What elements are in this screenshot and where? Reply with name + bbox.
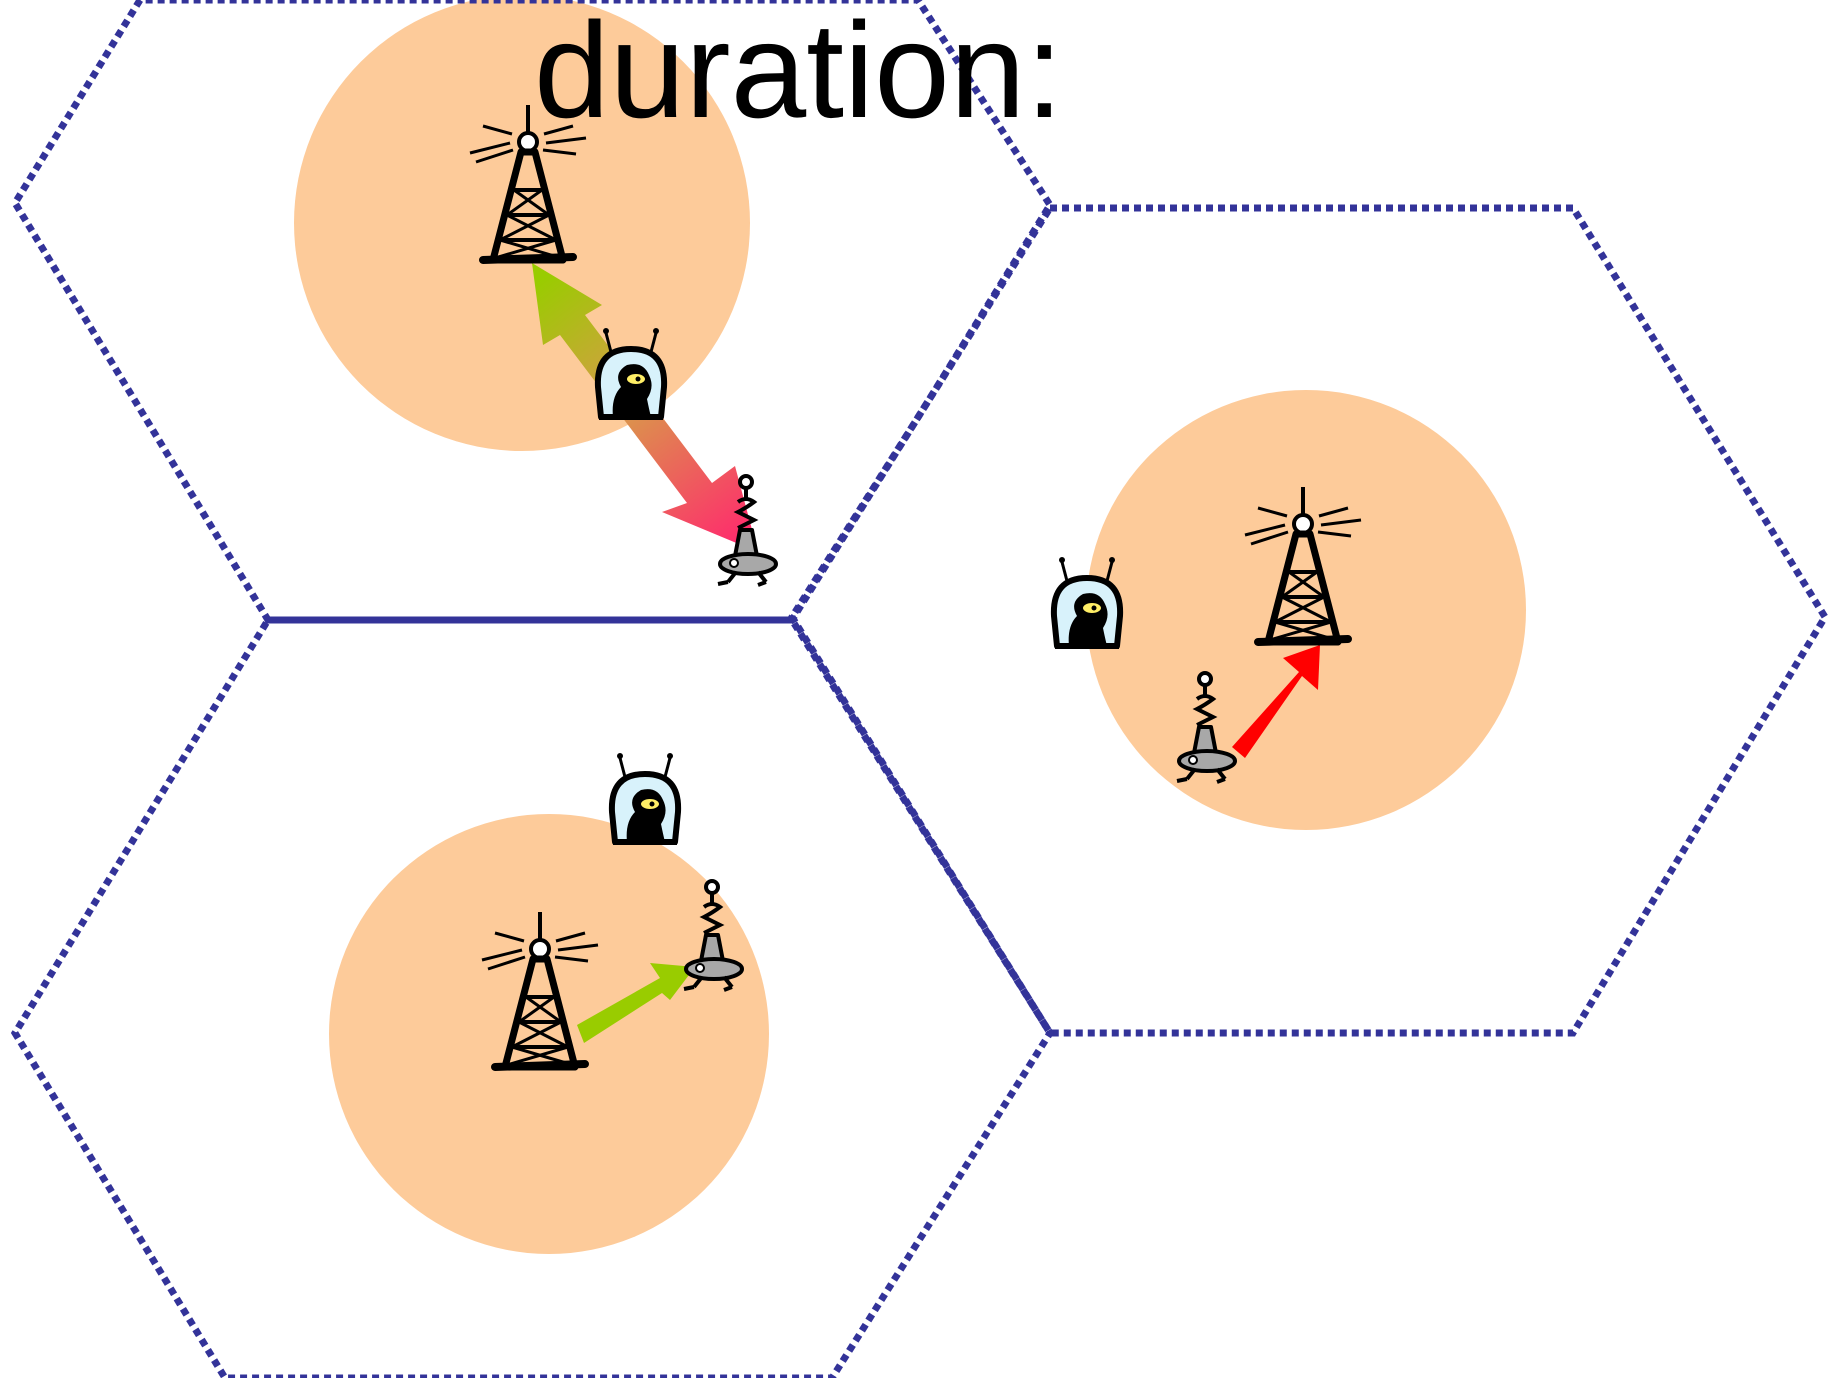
alien-user-icon: [1054, 557, 1120, 646]
coverage-area-cell-3: [329, 814, 769, 1254]
uplink-arrow-red: [1232, 645, 1320, 758]
cell-border-bottom-left: [10, 616, 1055, 1378]
downlink-arrow-green: [577, 963, 695, 1043]
alien-user-icon: [612, 753, 678, 842]
cell-border-right: [787, 204, 1830, 1037]
coverage-area-cell-1: [294, 0, 750, 451]
diagram-title: duration:: [534, 0, 1063, 146]
